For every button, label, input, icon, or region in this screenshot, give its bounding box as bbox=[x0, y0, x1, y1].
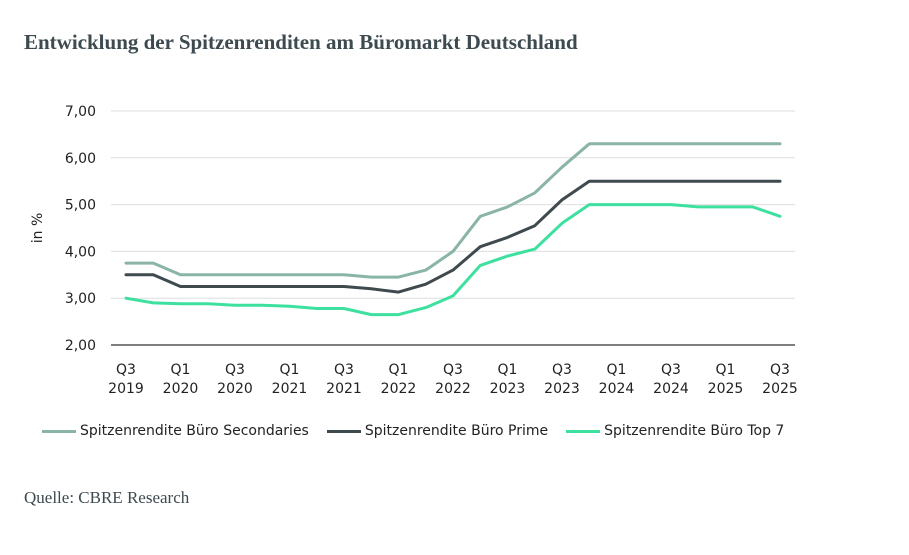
x-axis-ticks: Q3 2019 Q1 2020 Q3 2020 Q1 2021 Q3 2021 Q1 2022 Q3 20… bbox=[108, 362, 798, 397]
x-tick-quarter: Q1 bbox=[607, 362, 627, 378]
legend-swatch-top7 bbox=[566, 429, 601, 433]
x-tick-year: 2024 bbox=[599, 381, 635, 397]
x-tick-year: 2019 bbox=[108, 381, 144, 397]
series-line-top7 bbox=[124, 203, 782, 317]
x-tick-year: 2022 bbox=[435, 381, 471, 397]
x-tick-year: 2023 bbox=[490, 381, 526, 397]
x-tick-quarter: Q1 bbox=[171, 362, 191, 378]
x-tick-quarter: Q1 bbox=[389, 362, 409, 378]
y-tick-label: 5,00 bbox=[65, 198, 96, 214]
legend-label-top7: Spitzenrendite Büro Top 7 bbox=[604, 423, 785, 439]
x-tick-year: 2020 bbox=[163, 381, 199, 397]
x-tick-year: 2025 bbox=[762, 381, 798, 397]
x-tick-year: 2024 bbox=[653, 381, 689, 397]
legend-label-prime: Spitzenrendite Büro Prime bbox=[364, 423, 549, 439]
page-title: Entwicklung der Spitzenrenditen am Bürom… bbox=[24, 30, 578, 54]
chart-legend: Spitzenrendite Büro Secondaries Spitzenr… bbox=[42, 423, 802, 439]
legend-swatch-prime bbox=[326, 429, 361, 433]
series-lines bbox=[124, 142, 782, 317]
y-axis-ticks: 2,00 3,00 4,00 5,00 6,00 7,00 bbox=[65, 104, 96, 354]
y-tick-label: 2,00 bbox=[65, 338, 96, 354]
x-tick-year: 2025 bbox=[708, 381, 744, 397]
legend-item-prime: Spitzenrendite Büro Prime bbox=[326, 423, 549, 439]
y-tick-label: 3,00 bbox=[65, 291, 96, 307]
series-line-prime bbox=[124, 179, 782, 294]
legend-item-secondaries: Spitzenrendite Büro Secondaries bbox=[42, 423, 309, 439]
x-tick-quarter: Q3 bbox=[770, 362, 790, 378]
y-tick-label: 4,00 bbox=[65, 244, 96, 260]
legend-label-secondaries: Spitzenrendite Büro Secondaries bbox=[80, 423, 309, 439]
y-tick-label: 6,00 bbox=[65, 151, 96, 167]
x-tick-quarter: Q3 bbox=[225, 362, 245, 378]
grid-lines bbox=[111, 110, 795, 346]
source-note: Quelle: CBRE Research bbox=[24, 488, 190, 507]
x-tick-year: 2020 bbox=[217, 381, 253, 397]
y-axis-label: in % bbox=[30, 213, 46, 244]
x-tick-quarter: Q3 bbox=[116, 362, 136, 378]
x-tick-quarter: Q3 bbox=[334, 362, 354, 378]
x-tick-quarter: Q3 bbox=[552, 362, 572, 378]
x-tick-quarter: Q3 bbox=[443, 362, 463, 378]
legend-item-top7: Spitzenrendite Büro Top 7 bbox=[566, 423, 784, 439]
x-tick-year: 2022 bbox=[381, 381, 417, 397]
x-tick-year: 2021 bbox=[326, 381, 362, 397]
x-tick-quarter: Q1 bbox=[716, 362, 736, 378]
y-tick-label: 7,00 bbox=[65, 104, 96, 120]
x-tick-quarter: Q3 bbox=[661, 362, 681, 378]
x-tick-year: 2021 bbox=[272, 381, 308, 397]
series-line-secondaries bbox=[124, 142, 782, 279]
legend-swatch-secondaries bbox=[42, 429, 76, 433]
yield-line-chart: 2,00 3,00 4,00 5,00 6,00 7,00 in % Q3 2019 Q1 20… bbox=[30, 104, 798, 397]
x-tick-quarter: Q1 bbox=[280, 362, 300, 378]
x-tick-year: 2023 bbox=[544, 381, 580, 397]
x-tick-quarter: Q1 bbox=[498, 362, 518, 378]
